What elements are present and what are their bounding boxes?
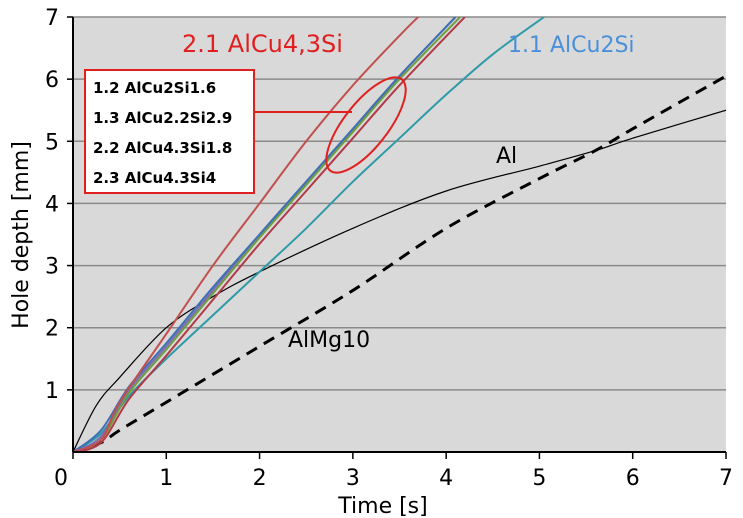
x-tick-label: 7	[719, 466, 733, 491]
label-al: Al	[496, 144, 517, 169]
series-1-3-alcu2-2si2-9	[73, 17, 461, 452]
y-tick-label: 4	[45, 192, 59, 217]
y-tick-label: 3	[45, 255, 59, 280]
x-tick-label: 1	[159, 466, 173, 491]
y-tick-label: 6	[45, 68, 59, 93]
x-tick-label: 5	[532, 466, 546, 491]
label-1-1: 1.1 AlCu2Si	[508, 33, 635, 58]
series-2-1-alcu4-3si	[73, 17, 419, 452]
x-axis-label: Time [s]	[337, 494, 427, 518]
x-tick-label: 3	[346, 466, 360, 491]
label-2-1: 2.1 AlCu4,3Si	[182, 30, 343, 58]
y-tick-label: 2	[45, 317, 59, 342]
legend-box	[84, 69, 255, 194]
series-2-2-alcu4-3si1-8	[73, 17, 466, 452]
x-tick-label: 4	[439, 466, 453, 491]
boxed-legend: 1.2 AlCu2Si1.6 1.3 AlCu2.2Si2.9 2.2 AlCu…	[84, 69, 407, 194]
x-tick-label: 2	[253, 466, 267, 491]
x-tick-label: 6	[626, 466, 640, 491]
legend-item: 2.3 AlCu4.3Si4	[93, 169, 216, 187]
legend-item: 2.2 AlCu4.3Si1.8	[93, 139, 232, 157]
x-tick-label: 0	[54, 466, 68, 491]
y-axis-label: Hole depth [mm]	[9, 141, 34, 329]
series-almg10	[73, 74, 726, 452]
y-tick-label: 7	[45, 6, 59, 31]
y-tick-label: 5	[45, 130, 59, 155]
highlight-ellipse	[325, 76, 407, 174]
legend-item: 1.3 AlCu2.2Si2.9	[93, 109, 232, 127]
series-1-1-alcu2si	[73, 17, 545, 452]
legend-item: 1.2 AlCu2Si1.6	[93, 79, 216, 97]
label-almg10: AlMg10	[288, 328, 370, 353]
y-tick-label: 1	[45, 379, 59, 404]
